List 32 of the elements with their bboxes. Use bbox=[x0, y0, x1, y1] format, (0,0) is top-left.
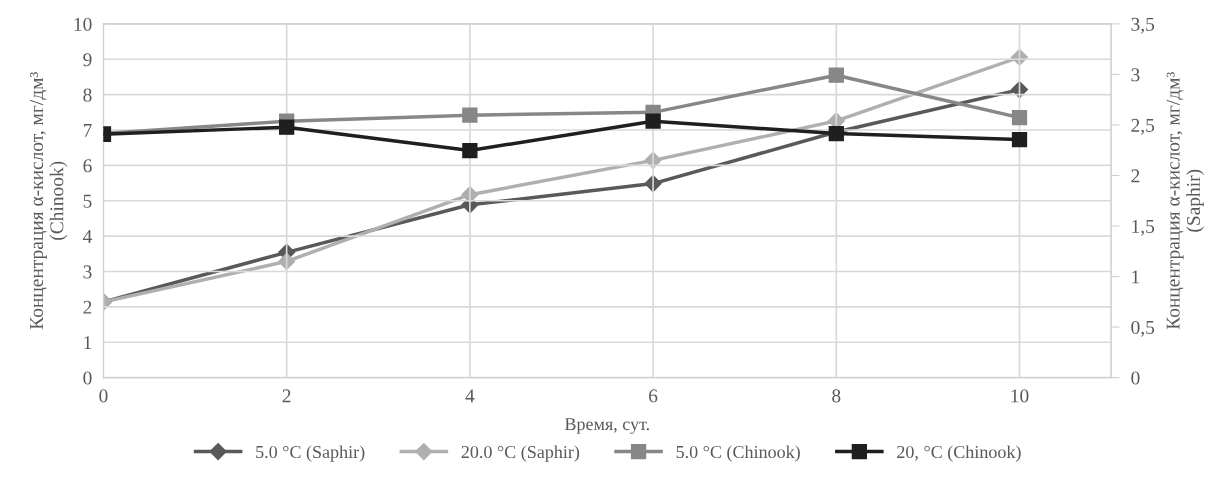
y-tick-label: 5 bbox=[83, 194, 92, 208]
x-tick-label: 4 bbox=[465, 389, 475, 403]
legend-label: 20, °C (Chinook) bbox=[897, 445, 1021, 462]
y-tick-label: 0 bbox=[83, 371, 92, 385]
legend-label: 20.0 °C (Saphir) bbox=[461, 445, 580, 462]
y-tick-label: 1 bbox=[84, 336, 92, 349]
legend-label: 5.0 °C (Saphir) bbox=[256, 445, 365, 462]
y-tick-label: 8 bbox=[83, 88, 92, 102]
y-tick-label: 2 bbox=[83, 300, 92, 314]
y-tick-label: 6 bbox=[83, 159, 92, 173]
y-tick-label: 4 bbox=[82, 230, 93, 243]
y2-tick-label: 2 bbox=[1131, 169, 1140, 183]
x-tick-label: 2 bbox=[282, 389, 291, 403]
y-axis-title: Концентрация α-кислот, мг/дм³ (Chinook) bbox=[30, 72, 68, 330]
y2-axis-title: Концентрация α-кислот, мг/дм³ (Saphir) bbox=[1166, 72, 1204, 330]
x-axis-title: Время, сут. bbox=[564, 418, 649, 434]
y2-tick-label: 1 bbox=[1132, 270, 1140, 284]
y-tick-label: 3 bbox=[83, 265, 92, 279]
y-tick-label: 9 bbox=[83, 53, 92, 67]
y2-tick-label: 0,5 bbox=[1131, 320, 1155, 337]
x-tick-label: 10 bbox=[1011, 389, 1029, 403]
y2-tick-label: 1,5 bbox=[1132, 219, 1155, 236]
x-tick-label: 8 bbox=[832, 389, 841, 403]
y-tick-label: 10 bbox=[74, 17, 92, 31]
y2-tick-label: 0 bbox=[1131, 371, 1140, 385]
x-tick-label: 0 bbox=[99, 389, 108, 403]
legend-label: 5.0 °C (Chinook) bbox=[676, 445, 800, 462]
x-tick-label: 6 bbox=[649, 389, 658, 403]
y2-tick-label: 2,5 bbox=[1131, 118, 1155, 135]
y2-tick-label: 3 bbox=[1131, 68, 1140, 82]
y-tick-label: 7 bbox=[83, 124, 92, 137]
y2-tick-label: 3,5 bbox=[1131, 17, 1155, 34]
